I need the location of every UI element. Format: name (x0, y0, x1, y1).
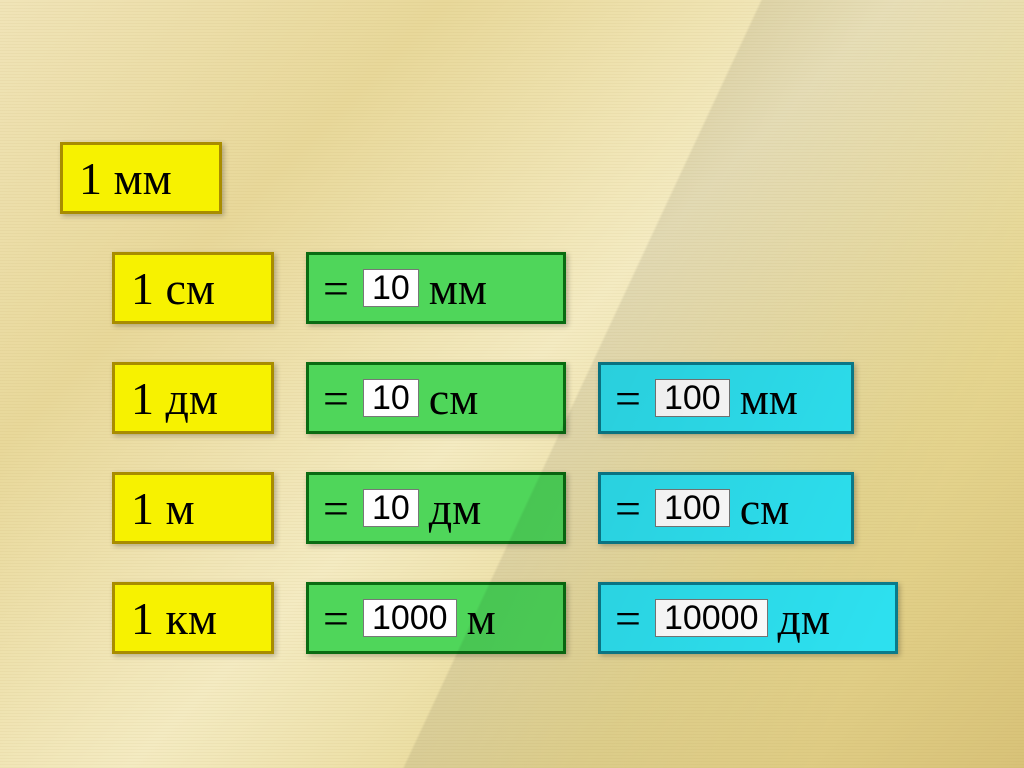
unit-tile-mm: 1 мм (60, 142, 222, 214)
equiv-unit: см (740, 482, 790, 535)
unit-label: 1 мм (77, 152, 172, 205)
equals-sign: = (615, 592, 641, 645)
value-box: 100 (655, 489, 730, 527)
equals-sign: = (323, 592, 349, 645)
equiv-tile-m-cm: = 100 см (598, 472, 854, 544)
unit-tile-km: 1 км (112, 582, 274, 654)
equiv-tile-m-dm: = 10 дм (306, 472, 566, 544)
equiv-tile-dm-mm: = 100 мм (598, 362, 854, 434)
equiv-unit: м (467, 592, 496, 645)
equiv-unit: дм (778, 592, 831, 645)
unit-label: 1 м (129, 482, 195, 535)
unit-label: 1 дм (129, 372, 218, 425)
row-dm: 1 дм = 10 см = 100 мм (60, 362, 898, 434)
equiv-unit: мм (429, 262, 487, 315)
row-m: 1 м = 10 дм = 100 см (60, 472, 898, 544)
row-cm: 1 см = 10 мм (60, 252, 898, 324)
equiv-unit: см (429, 372, 479, 425)
row-km: 1 км = 1000 м = 10000 дм (60, 582, 898, 654)
unit-label: 1 см (129, 262, 215, 315)
equiv-tile-dm-cm: = 10 см (306, 362, 566, 434)
equiv-tile-cm-mm: = 10 мм (306, 252, 566, 324)
unit-label: 1 км (129, 592, 217, 645)
value-box: 1000 (363, 599, 457, 637)
unit-tile-m: 1 м (112, 472, 274, 544)
equals-sign: = (323, 482, 349, 535)
value-box: 10 (363, 379, 419, 417)
value-box: 10 (363, 489, 419, 527)
unit-tile-cm: 1 см (112, 252, 274, 324)
equals-sign: = (323, 372, 349, 425)
conversion-grid: 1 мм 1 см = 10 мм 1 дм = 10 см = 100 мм (60, 142, 898, 654)
equals-sign: = (615, 372, 641, 425)
unit-tile-dm: 1 дм (112, 362, 274, 434)
equiv-unit: мм (740, 372, 798, 425)
value-box: 10000 (655, 599, 768, 637)
value-box: 10 (363, 269, 419, 307)
equals-sign: = (615, 482, 641, 535)
equals-sign: = (323, 262, 349, 315)
row-mm: 1 мм (60, 142, 898, 214)
value-box: 100 (655, 379, 730, 417)
equiv-unit: дм (429, 482, 482, 535)
equiv-tile-km-m: = 1000 м (306, 582, 566, 654)
equiv-tile-km-dm: = 10000 дм (598, 582, 898, 654)
